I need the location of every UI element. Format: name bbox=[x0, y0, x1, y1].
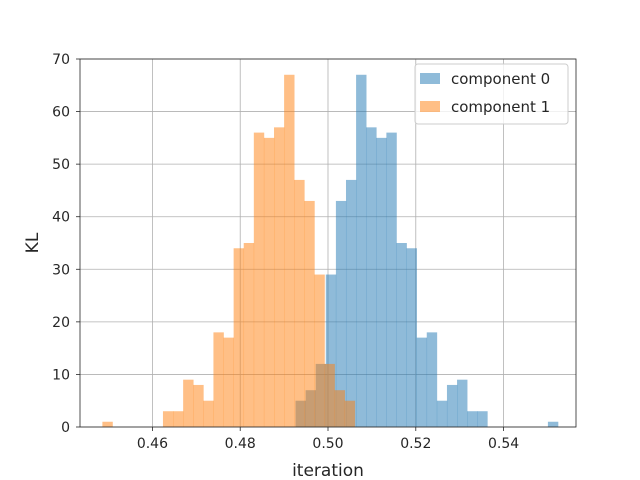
x-tick-label: 0.48 bbox=[225, 436, 256, 452]
legend-frame bbox=[414, 63, 569, 125]
histogram-bar bbox=[253, 132, 265, 427]
x-axis-label: iteration bbox=[292, 461, 364, 480]
histogram-bar bbox=[477, 411, 488, 427]
histogram-bar bbox=[314, 274, 325, 427]
histogram-bar bbox=[193, 384, 204, 427]
legend-swatch-component-1 bbox=[420, 101, 440, 112]
y-tick-label: 30 bbox=[52, 262, 70, 278]
histogram-bar bbox=[396, 243, 407, 427]
histogram-bars bbox=[102, 74, 559, 428]
histogram-bar bbox=[233, 248, 245, 427]
y-tick-label: 40 bbox=[52, 210, 70, 226]
y-tick-label: 50 bbox=[52, 157, 70, 173]
histogram-bar bbox=[294, 179, 305, 427]
histogram-bar bbox=[356, 74, 367, 428]
histogram-bar bbox=[223, 337, 234, 427]
histogram-bar bbox=[446, 384, 458, 427]
legend: component 0 component 1 bbox=[414, 63, 569, 125]
histogram-bar bbox=[426, 332, 438, 427]
histogram-bar bbox=[263, 137, 275, 427]
legend-label-component-0: component 0 bbox=[451, 70, 550, 88]
histogram-bar bbox=[325, 274, 337, 427]
grid-lines bbox=[80, 58, 576, 428]
histogram-bar bbox=[376, 137, 387, 427]
x-tick-label: 0.50 bbox=[312, 436, 343, 452]
histogram-bar bbox=[344, 400, 356, 427]
histogram-bar bbox=[335, 200, 347, 427]
histogram-bar bbox=[274, 127, 285, 427]
legend-label-component-1: component 1 bbox=[451, 98, 550, 116]
histogram-bar bbox=[416, 337, 428, 427]
histogram-bar bbox=[345, 179, 357, 427]
y-tick-label: 60 bbox=[52, 105, 70, 121]
histogram-bar bbox=[102, 421, 113, 427]
y-tick-label: 20 bbox=[52, 315, 70, 331]
histogram-bar bbox=[304, 200, 315, 427]
histogram-bar bbox=[547, 421, 559, 427]
y-axis-ticks: 0 10 20 30 40 50 60 70 bbox=[52, 52, 80, 436]
histogram-bar bbox=[243, 243, 255, 427]
histogram-bar bbox=[457, 379, 468, 427]
histogram-bar bbox=[436, 400, 448, 427]
histogram-bar bbox=[173, 411, 184, 427]
histogram-bar bbox=[324, 363, 335, 427]
histogram-bar bbox=[284, 74, 295, 428]
histogram-bar bbox=[183, 379, 194, 427]
x-tick-label: 0.46 bbox=[137, 436, 168, 452]
histogram-bar bbox=[386, 132, 397, 427]
histogram-bar bbox=[467, 411, 478, 427]
x-tick-label: 0.54 bbox=[488, 436, 519, 452]
y-tick-label: 0 bbox=[61, 420, 70, 436]
x-axis-ticks: 0.46 0.48 0.50 0.52 0.54 bbox=[137, 427, 519, 452]
histogram-bar bbox=[162, 411, 174, 427]
histogram-bar bbox=[203, 400, 214, 427]
x-tick-label: 0.52 bbox=[400, 436, 431, 452]
y-tick-label: 70 bbox=[52, 52, 70, 68]
y-axis-label: KL bbox=[23, 232, 43, 253]
histogram-bar bbox=[406, 248, 417, 427]
legend-swatch-component-0 bbox=[420, 73, 440, 84]
y-tick-label: 10 bbox=[52, 367, 70, 383]
histogram-bar bbox=[334, 390, 345, 427]
histogram-bar bbox=[366, 127, 377, 427]
histogram-bar bbox=[213, 332, 224, 427]
series-1-bars bbox=[102, 74, 356, 428]
